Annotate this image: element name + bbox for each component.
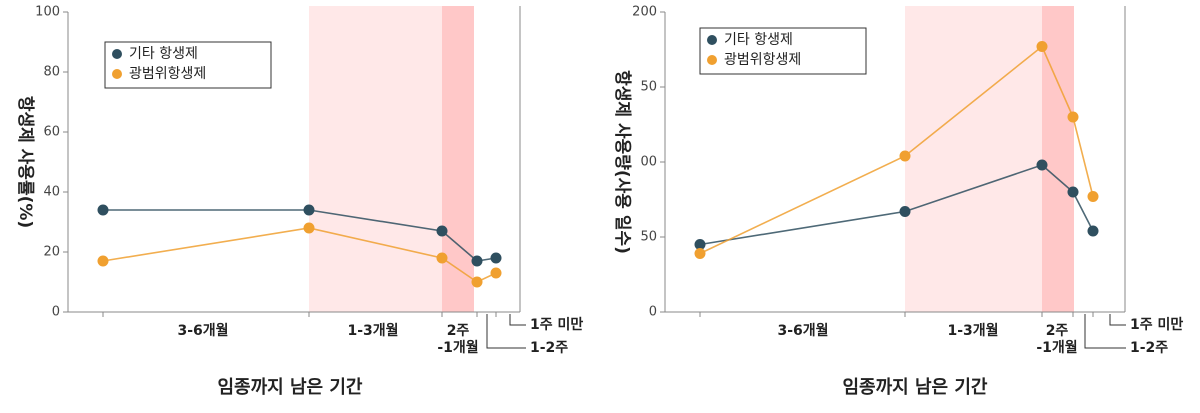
legend-label: 광범위항생제 <box>724 52 801 68</box>
legend-box <box>699 27 867 75</box>
x-tick-label: 1주 미만 <box>530 317 583 333</box>
shade-region <box>1042 6 1074 312</box>
y-tick-label: 80 <box>43 65 60 80</box>
x-tick-label: 1-3개월 <box>947 322 998 339</box>
legend-marker <box>112 69 122 79</box>
data-point <box>1036 41 1048 52</box>
data-point <box>1087 225 1099 237</box>
legend-marker <box>707 55 717 65</box>
shade-region <box>442 6 474 312</box>
y-tick-label: 0 <box>649 305 657 320</box>
y-tick-label: 40 <box>43 185 60 200</box>
leader-line <box>509 314 526 326</box>
x-tick-label: 3-6개월 <box>777 322 828 339</box>
x-tick-label: 1주 미만 <box>1130 317 1183 333</box>
data-point <box>303 204 315 216</box>
leader-line <box>486 314 526 349</box>
legend-label: 기타 항생제 <box>129 46 198 62</box>
y-tick-label: 00 <box>640 155 657 170</box>
y-axis-title: 항생제 사용률(%) <box>15 96 36 228</box>
x-tick-label: 1-2주 <box>530 340 568 356</box>
leader-line <box>1109 314 1126 326</box>
data-point <box>436 225 448 237</box>
data-point <box>1067 186 1079 198</box>
x-tick-label: 2주 -1개월 <box>437 323 478 356</box>
y-tick-label: 0 <box>52 305 60 320</box>
y-tick-label: 20 <box>43 245 60 260</box>
data-point <box>303 222 315 234</box>
shade-region <box>309 6 442 312</box>
data-point <box>694 248 706 259</box>
y-tick-label: 200 <box>632 5 657 20</box>
y-tick-label: 60 <box>43 125 60 140</box>
data-point <box>1067 111 1079 123</box>
leader-line <box>1084 314 1126 349</box>
data-point <box>694 239 706 250</box>
x-tick-label: 1-2주 <box>1130 340 1168 356</box>
data-point <box>1036 159 1048 171</box>
data-point <box>97 204 109 216</box>
data-point <box>899 206 911 217</box>
shade-region <box>905 6 1042 312</box>
x-tick-label: 1-3개월 <box>347 322 398 339</box>
data-point <box>490 252 502 264</box>
legend-marker <box>707 35 717 45</box>
data-point <box>490 267 502 279</box>
data-point <box>436 252 448 264</box>
y-tick-label: 50 <box>640 230 657 245</box>
data-point <box>471 255 483 267</box>
x-tick-label: 2주 -1개월 <box>1036 323 1077 356</box>
y-tick-label: 50 <box>640 80 657 95</box>
x-tick-label: 3-6개월 <box>177 322 228 339</box>
data-point <box>1087 191 1099 202</box>
y-axis-title: 항생제 사용량(사용 일수) <box>612 70 633 254</box>
x-axis-title: 임종까지 남은 기간 <box>842 377 987 398</box>
legend-label: 광범위항생제 <box>129 66 206 82</box>
legend-label: 기타 항생제 <box>724 32 793 48</box>
legend-box <box>104 41 272 89</box>
legend-marker <box>112 49 122 59</box>
data-point <box>899 150 911 162</box>
data-point <box>97 255 109 267</box>
data-point <box>471 276 483 288</box>
x-axis-title: 임종까지 남은 기간 <box>217 377 362 398</box>
y-tick-label: 100 <box>35 5 60 20</box>
